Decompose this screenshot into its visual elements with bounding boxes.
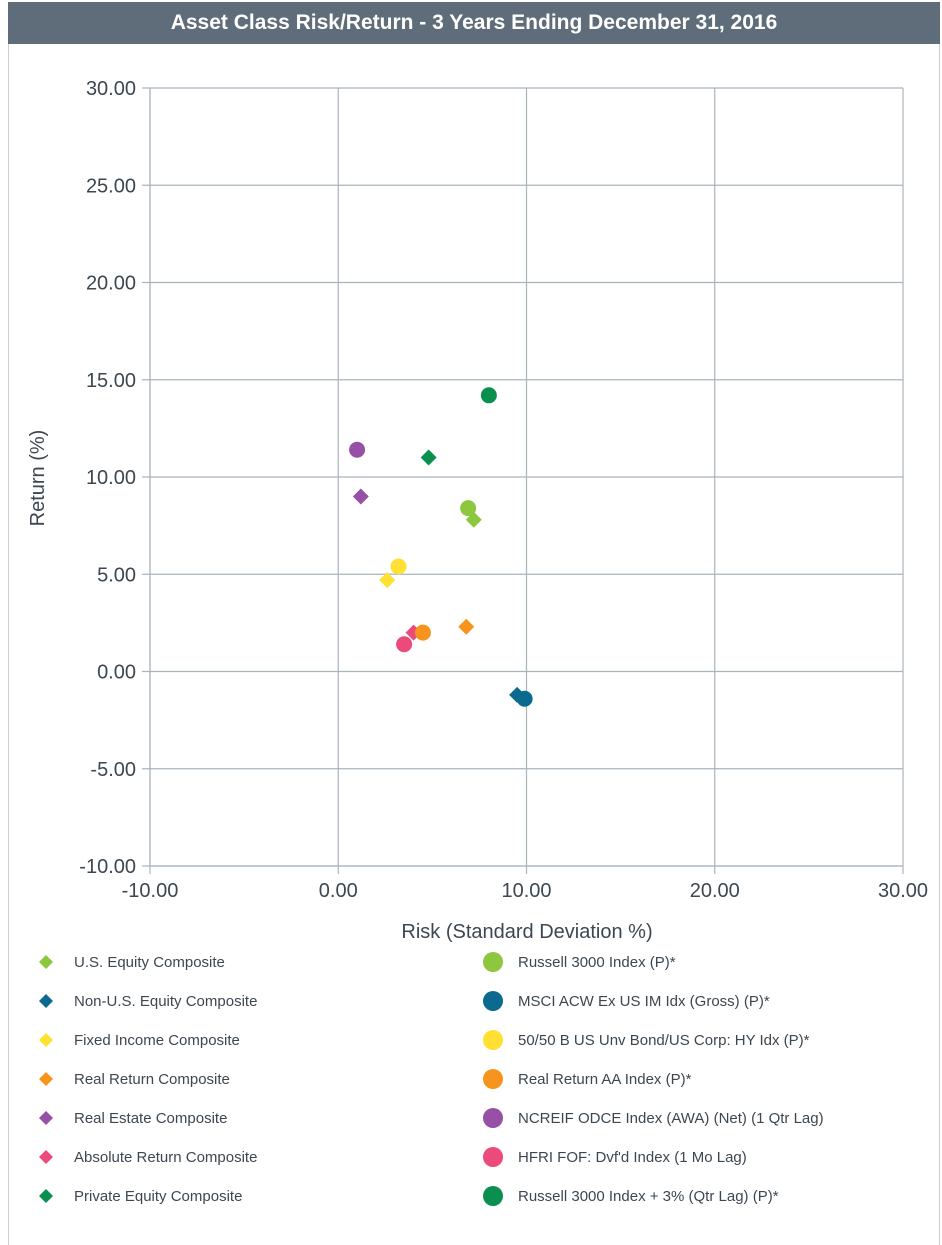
chart-frame xyxy=(8,2,940,1245)
legend-circle-marker xyxy=(482,951,504,973)
data-point-diamond[interactable] xyxy=(352,488,369,505)
legend-item[interactable]: 50/50 B US Unv Bond/US Corp: HY Idx (P)* xyxy=(482,1028,810,1052)
data-point-diamond[interactable] xyxy=(458,618,475,635)
legend-label: Russell 3000 Index (P)* xyxy=(518,953,676,971)
grid xyxy=(142,87,904,874)
chart-title: Asset Class Risk/Return - 3 Years Ending… xyxy=(8,2,940,44)
data-point-circle[interactable] xyxy=(516,690,533,707)
y-tick-label: -10.00 xyxy=(79,856,136,878)
x-tick-label: 20.00 xyxy=(690,880,740,902)
y-axis-label: Return (%) xyxy=(27,430,49,527)
legend-item[interactable]: Russell 3000 Index (P)* xyxy=(482,950,676,974)
data-point-diamond[interactable] xyxy=(465,511,482,528)
legend-circle-marker xyxy=(482,1185,504,1207)
legend-diamond-marker xyxy=(35,1029,57,1051)
legend-item[interactable]: Private Equity Composite xyxy=(35,1184,242,1208)
y-tick-label: 10.00 xyxy=(86,467,136,489)
legend-diamond-marker xyxy=(35,1068,57,1090)
legend-label: Non-U.S. Equity Composite xyxy=(74,992,258,1010)
x-tick-label: 0.00 xyxy=(319,880,358,902)
legend-label: Russell 3000 Index + 3% (Qtr Lag) (P)* xyxy=(518,1187,779,1205)
y-tick-label: 0.00 xyxy=(97,662,136,684)
legend-diamond-marker xyxy=(35,1146,57,1168)
legend-label: NCREIF ODCE Index (AWA) (Net) (1 Qtr Lag… xyxy=(518,1109,824,1127)
legend-item[interactable]: Russell 3000 Index + 3% (Qtr Lag) (P)* xyxy=(482,1184,779,1208)
legend-label: HFRI FOF: Dvf'd Index (1 Mo Lag) xyxy=(518,1148,747,1166)
y-tick-label: 25.00 xyxy=(86,175,136,197)
legend-label: Real Return Composite xyxy=(74,1070,230,1088)
legend-label: Real Estate Composite xyxy=(74,1109,228,1127)
legend-item[interactable]: Real Return AA Index (P)* xyxy=(482,1067,691,1091)
legend-label: U.S. Equity Composite xyxy=(74,953,225,971)
tick-labels: 30.00 25.00 20.00 15.00 10.00 5.00 0.00 -5.00 -1… xyxy=(79,78,928,902)
data-point-diamond[interactable] xyxy=(379,572,396,589)
data-point-circle[interactable] xyxy=(480,387,497,404)
legend-label: Absolute Return Composite xyxy=(74,1148,258,1166)
scatter-chart: 30.00 25.00 20.00 15.00 10.00 5.00 0.00 -5.00 -1… xyxy=(27,78,928,943)
legend-item[interactable]: U.S. Equity Composite xyxy=(35,950,225,974)
data-point-circle[interactable] xyxy=(349,441,366,458)
legend-label: Private Equity Composite xyxy=(74,1187,243,1205)
legend-circle-marker xyxy=(482,1146,504,1168)
data-point-circle[interactable] xyxy=(396,636,413,653)
legend-circle-marker xyxy=(482,1107,504,1129)
data-points xyxy=(349,387,533,707)
legend-label: MSCI ACW Ex US IM Idx (Gross) (P)* xyxy=(518,992,770,1010)
legend-label: 50/50 B US Unv Bond/US Corp: HY Idx (P)* xyxy=(518,1031,810,1049)
legend-diamond-marker xyxy=(35,1107,57,1129)
y-tick-label: 30.00 xyxy=(86,78,136,100)
x-tick-label: 10.00 xyxy=(501,880,551,902)
data-point-circle[interactable] xyxy=(390,558,407,575)
legend-item[interactable]: MSCI ACW Ex US IM Idx (Gross) (P)* xyxy=(482,989,770,1013)
legend-diamond-marker xyxy=(35,1185,57,1207)
data-point-diamond[interactable] xyxy=(420,449,437,466)
legend-circle-marker xyxy=(482,1029,504,1051)
y-tick-label: 15.00 xyxy=(86,370,136,392)
y-tick-label: -5.00 xyxy=(90,759,136,781)
legend-diamond-marker xyxy=(35,990,57,1012)
legend-item[interactable]: Absolute Return Composite xyxy=(35,1145,257,1169)
legend-item[interactable]: Real Return Composite xyxy=(35,1067,230,1091)
data-point-circle[interactable] xyxy=(414,624,431,641)
y-tick-label: 5.00 xyxy=(97,564,136,586)
legend-item[interactable]: Non-U.S. Equity Composite xyxy=(35,989,257,1013)
x-axis-label: Risk (Standard Deviation %) xyxy=(401,921,652,943)
data-point-circle[interactable] xyxy=(460,500,477,517)
legend-circle-marker xyxy=(482,990,504,1012)
y-tick-label: 20.00 xyxy=(86,273,136,295)
legend-diamond-marker xyxy=(35,951,57,973)
legend-circle-marker xyxy=(482,1068,504,1090)
legend-item[interactable]: Fixed Income Composite xyxy=(35,1028,240,1052)
legend-item[interactable]: Real Estate Composite xyxy=(35,1106,227,1130)
legend-label: Real Return AA Index (P)* xyxy=(518,1070,692,1088)
x-tick-label: 30.00 xyxy=(878,880,928,902)
legend-label: Fixed Income Composite xyxy=(74,1031,240,1049)
legend-item[interactable]: NCREIF ODCE Index (AWA) (Net) (1 Qtr Lag… xyxy=(482,1106,824,1130)
legend-item[interactable]: HFRI FOF: Dvf'd Index (1 Mo Lag) xyxy=(482,1145,747,1169)
x-tick-label: -10.00 xyxy=(122,880,179,902)
